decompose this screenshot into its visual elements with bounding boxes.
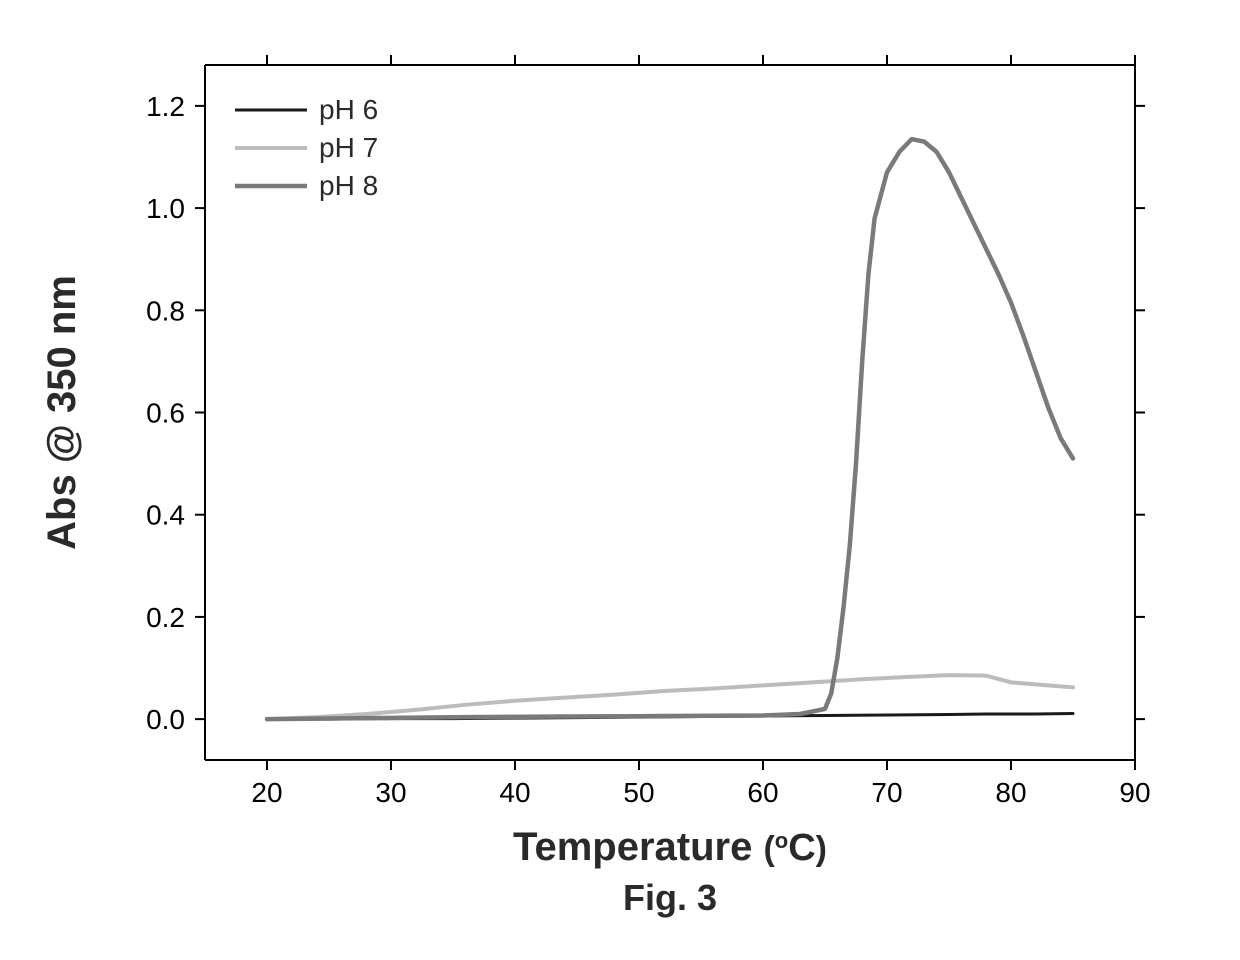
x-tick-label: 20 bbox=[251, 777, 282, 808]
legend-label: pH 8 bbox=[319, 170, 378, 201]
y-axis-title: Abs @ 350 nm bbox=[40, 275, 84, 550]
legend-label: pH 6 bbox=[319, 94, 378, 125]
y-tick-label: 0.6 bbox=[146, 398, 185, 429]
series-line bbox=[267, 675, 1073, 719]
x-tick-label: 50 bbox=[623, 777, 654, 808]
series-line bbox=[267, 139, 1073, 719]
x-tick-label: 60 bbox=[747, 777, 778, 808]
y-tick-label: 0.0 bbox=[146, 704, 185, 735]
figure-caption: Fig. 3 bbox=[623, 877, 717, 918]
x-tick-label: 70 bbox=[871, 777, 902, 808]
y-tick-label: 0.4 bbox=[146, 500, 185, 531]
x-tick-label: 90 bbox=[1119, 777, 1150, 808]
line-chart: 20 30 40 50 60 70 80 90 0.0 0.2 0.4 0.6 0.8 1.0 1.2 Tem… bbox=[0, 0, 1240, 960]
x-axis-title: Temperature (oC) bbox=[513, 825, 827, 869]
x-tick-label: 40 bbox=[499, 777, 530, 808]
legend-label: pH 7 bbox=[319, 132, 378, 163]
y-tick-label: 0.8 bbox=[146, 295, 185, 326]
y-tick-label: 0.2 bbox=[146, 602, 185, 633]
y-tick-label: 1.0 bbox=[146, 193, 185, 224]
x-tick-label: 30 bbox=[375, 777, 406, 808]
y-tick-label: 1.2 bbox=[146, 91, 185, 122]
x-tick-label: 80 bbox=[995, 777, 1026, 808]
chart-container: 20 30 40 50 60 70 80 90 0.0 0.2 0.4 0.6 0.8 1.0 1.2 Tem… bbox=[0, 0, 1240, 960]
